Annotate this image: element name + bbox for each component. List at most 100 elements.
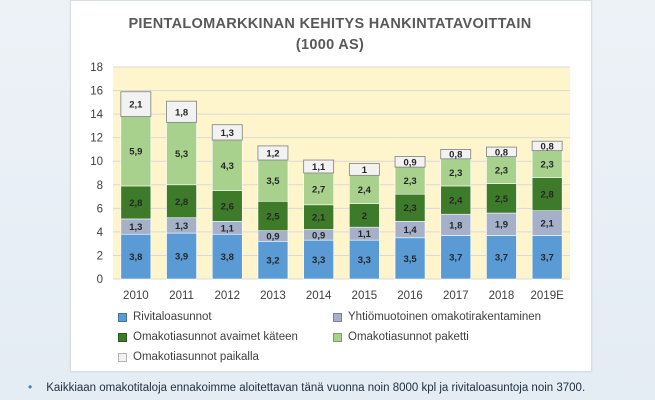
data-label: 2,6 xyxy=(221,201,234,212)
data-label: 3,8 xyxy=(221,252,234,263)
data-label: 2,1 xyxy=(312,213,326,224)
chart-title-line-2: (1000 AS) xyxy=(295,37,365,53)
data-label: 3,9 xyxy=(175,252,188,263)
x-tick-label: 2011 xyxy=(169,290,194,302)
bar-segment xyxy=(257,200,289,232)
x-tick-label: 2015 xyxy=(352,290,378,302)
legend-item: Rivitaloasunnot xyxy=(118,311,212,323)
data-label: 1,3 xyxy=(175,221,188,232)
data-label: 3,8 xyxy=(129,252,142,263)
legend-swatch xyxy=(333,312,342,322)
bar-segment xyxy=(166,122,197,186)
data-label: 2,3 xyxy=(403,203,416,214)
bar-segment xyxy=(120,91,152,117)
bar-segment xyxy=(531,150,563,179)
legend-label: Omakotiasunnot paketti xyxy=(348,331,469,343)
bar-segment xyxy=(166,184,197,219)
data-label: 1,4 xyxy=(403,225,417,236)
data-label: 2,3 xyxy=(541,160,554,171)
data-label: 1 xyxy=(362,165,368,176)
bar-segment xyxy=(440,185,472,215)
y-tick-label: 8 xyxy=(97,180,103,192)
bar-segment xyxy=(120,185,152,220)
y-tick-label: 10 xyxy=(90,156,103,168)
chart-legend: Rivitaloasunnot Yhtiömuotoinen omakotirak… xyxy=(118,311,578,371)
legend-label: Yhtiömuotoinen omakotirakentaminen xyxy=(348,311,542,323)
chart-title-line-1: PIENTALOMARKKINAN KEHITYS HANKINTATAVOIT… xyxy=(128,16,532,32)
legend-item: Omakotiasunnot avaimet käteen xyxy=(118,331,298,343)
data-label: 0,9 xyxy=(312,230,325,241)
bar-segment xyxy=(211,124,243,141)
legend-label: Omakotiasunnot paikalla xyxy=(133,351,259,363)
x-tick-label: 2017 xyxy=(443,290,469,302)
y-tick-label: 18 xyxy=(90,62,103,74)
bar-segment xyxy=(531,210,563,236)
data-label: 2,5 xyxy=(266,211,280,222)
bar-segment xyxy=(440,158,472,187)
data-label: 3,5 xyxy=(403,254,417,265)
data-label: 2,3 xyxy=(403,176,416,187)
bar-segment xyxy=(531,140,563,152)
bar-segment xyxy=(257,159,289,202)
data-label: 2,8 xyxy=(541,190,554,201)
bar-segment xyxy=(257,241,289,280)
bullet-dot-icon: • xyxy=(28,380,33,394)
data-label: 2,1 xyxy=(129,100,143,111)
bar-segment xyxy=(120,116,152,187)
data-label: 1,3 xyxy=(129,222,142,233)
data-label: 3,5 xyxy=(266,176,280,187)
bar-segment xyxy=(486,146,517,157)
bar-segment xyxy=(303,159,335,174)
bar-segment xyxy=(166,100,197,123)
x-tick-label: 2018 xyxy=(489,290,515,302)
data-label: 4,3 xyxy=(221,161,234,172)
data-label: 0,9 xyxy=(266,232,279,243)
legend-item: Omakotiasunnot paketti xyxy=(333,331,469,343)
legend-swatch xyxy=(118,332,127,342)
bar-segment xyxy=(394,237,426,280)
chart-title: PIENTALOMARKKINAN KEHITYS HANKINTATAVOIT… xyxy=(70,14,590,56)
y-tick-label: 2 xyxy=(97,250,103,262)
data-label: 3,3 xyxy=(358,255,371,266)
data-label: 1,8 xyxy=(175,107,188,118)
legend-swatch xyxy=(118,352,127,362)
data-label: 1,2 xyxy=(266,148,279,159)
data-label: 5,9 xyxy=(129,147,142,158)
bar-segment xyxy=(166,232,197,280)
bar-segment xyxy=(303,172,334,206)
y-tick-label: 6 xyxy=(97,203,103,215)
bar-segment xyxy=(394,156,426,168)
data-label: 0,8 xyxy=(541,141,554,152)
bar-segment xyxy=(348,163,380,176)
data-label: 3,2 xyxy=(266,256,279,267)
bar-segment xyxy=(486,156,517,184)
bar-segment xyxy=(303,204,334,230)
legend-label: Omakotiasunnot avaimet käteen xyxy=(133,331,298,343)
data-label: 2,4 xyxy=(358,185,372,196)
bar-segment xyxy=(486,235,517,280)
x-tick-label: 2010 xyxy=(123,290,149,302)
data-label: 3,3 xyxy=(312,255,325,266)
data-label: 1,9 xyxy=(495,220,508,231)
x-tick-label: 2019E xyxy=(531,290,565,302)
data-label: 0,8 xyxy=(449,150,462,161)
data-label: 5,3 xyxy=(175,149,188,160)
footnote: • Kaikkiaan omakotitaloja ennakoimme aloi… xyxy=(28,380,655,394)
y-tick-label: 14 xyxy=(90,109,103,121)
legend-item: Omakotiasunnot paikalla xyxy=(118,351,259,363)
data-label: 2,8 xyxy=(175,197,188,208)
data-label: 3,7 xyxy=(541,253,554,264)
bar-segment xyxy=(257,145,289,161)
bar-segment xyxy=(440,235,472,280)
x-tick-label: 2016 xyxy=(397,290,423,302)
data-label: 0,9 xyxy=(403,157,416,168)
footnote-text: Kaikkiaan omakotitaloja ennakoimme aloit… xyxy=(46,382,586,394)
y-tick-label: 12 xyxy=(90,133,103,145)
legend-item: Yhtiömuotoinen omakotirakentaminen xyxy=(333,311,541,323)
data-label: 2 xyxy=(362,211,367,222)
data-label: 1,1 xyxy=(221,223,235,234)
y-tick-label: 16 xyxy=(90,86,103,98)
bar-segment xyxy=(531,177,563,211)
data-label: 3,7 xyxy=(449,253,462,264)
